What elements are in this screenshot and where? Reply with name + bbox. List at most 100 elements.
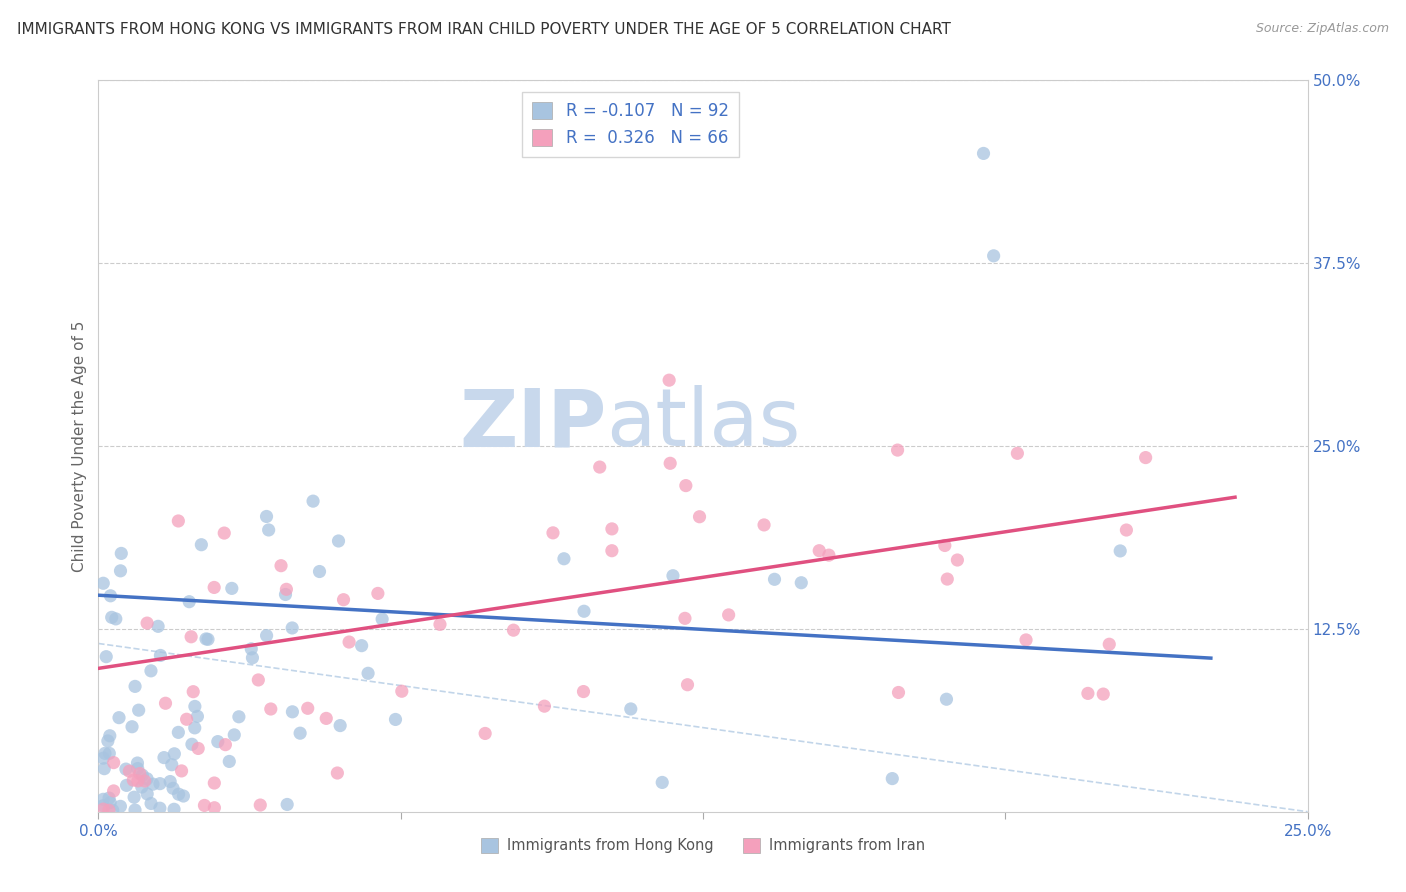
Point [276, 582, 298, 597]
Point [131, 768, 153, 782]
Point [1007, 446, 1029, 460]
Point [139, 664, 162, 678]
Point [1135, 450, 1157, 465]
Point [101, 803, 124, 817]
Point [91, 576, 114, 591]
Point [600, 543, 623, 558]
Point [228, 710, 250, 724]
Point [717, 607, 740, 622]
Point [240, 641, 263, 656]
Point [110, 799, 132, 814]
Point [187, 741, 209, 756]
Point [302, 494, 325, 508]
Point [675, 478, 697, 492]
Point [502, 623, 524, 637]
Point [155, 696, 177, 710]
Point [110, 546, 132, 560]
Point [184, 721, 207, 735]
Point [350, 639, 373, 653]
Point [673, 611, 696, 625]
Point [659, 456, 682, 470]
Legend: Immigrants from Hong Kong, Immigrants from Iran: Immigrants from Hong Kong, Immigrants fr… [475, 832, 931, 859]
Point [127, 762, 149, 776]
Text: Source: ZipAtlas.com: Source: ZipAtlas.com [1256, 22, 1389, 36]
Point [326, 766, 349, 780]
Point [163, 802, 186, 816]
Point [247, 673, 270, 687]
Point [103, 756, 125, 770]
Point [128, 766, 150, 780]
Point [790, 575, 813, 590]
Point [149, 801, 172, 815]
Point [288, 726, 311, 740]
Point [260, 702, 283, 716]
Point [620, 702, 643, 716]
Point [202, 581, 225, 595]
Point [186, 709, 208, 723]
Point [167, 787, 190, 801]
Point [600, 522, 623, 536]
Point [97, 803, 120, 817]
Point [662, 568, 685, 582]
Point [676, 678, 699, 692]
Point [104, 612, 127, 626]
Point [193, 798, 215, 813]
Point [541, 525, 564, 540]
Point [134, 774, 156, 789]
Point [118, 764, 141, 779]
Point [589, 460, 612, 475]
Point [98, 796, 121, 810]
Point [882, 772, 904, 786]
Point [1115, 523, 1137, 537]
Point [357, 666, 380, 681]
Point [249, 798, 271, 813]
Point [149, 777, 172, 791]
Point [100, 610, 122, 624]
Point [242, 650, 264, 665]
Point [886, 443, 908, 458]
Point [91, 751, 114, 765]
Point [329, 718, 352, 732]
Point [946, 553, 969, 567]
Point [176, 712, 198, 726]
Point [202, 776, 225, 790]
Point [276, 797, 298, 812]
Point [221, 582, 243, 596]
Point [162, 781, 184, 796]
Point [122, 773, 145, 788]
Point [533, 699, 555, 714]
Point [179, 595, 201, 609]
Point [103, 784, 125, 798]
Point [153, 750, 176, 764]
Point [108, 711, 131, 725]
Point [818, 548, 841, 562]
Point [91, 802, 114, 816]
Point [763, 572, 786, 586]
Point [128, 703, 150, 717]
Y-axis label: Child Poverty Under the Age of 5: Child Poverty Under the Age of 5 [72, 320, 87, 572]
Point [572, 604, 595, 618]
Point [98, 729, 121, 743]
Point [197, 632, 219, 647]
Point [172, 789, 194, 803]
Point [808, 543, 831, 558]
Point [308, 565, 330, 579]
Point [170, 764, 193, 778]
Point [752, 517, 775, 532]
Point [100, 589, 122, 603]
Point [136, 616, 159, 631]
Point [91, 798, 114, 813]
Point [91, 792, 114, 806]
Point [115, 762, 138, 776]
Point [167, 514, 190, 528]
Point [281, 705, 304, 719]
Point [160, 757, 183, 772]
Point [149, 648, 172, 663]
Point [139, 797, 162, 811]
Point [224, 728, 246, 742]
Point [202, 801, 225, 815]
Point [181, 684, 204, 698]
Point [97, 734, 120, 748]
Point [429, 617, 451, 632]
Text: IMMIGRANTS FROM HONG KONG VS IMMIGRANTS FROM IRAN CHILD POVERTY UNDER THE AGE OF: IMMIGRANTS FROM HONG KONG VS IMMIGRANTS … [17, 22, 950, 37]
